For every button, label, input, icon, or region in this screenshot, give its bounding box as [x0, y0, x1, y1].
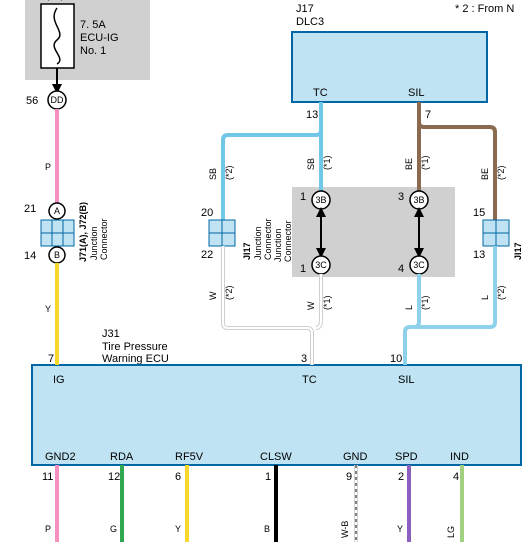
fuse-name2: No. 1 [80, 45, 106, 57]
gjc-3c-2-l: 3C [413, 260, 425, 270]
wire-w2 [316, 274, 321, 328]
wl-l-s1: (*1) [420, 295, 430, 310]
ecu-p1: 1 [265, 471, 271, 483]
j71-sub1: Junction [89, 226, 99, 260]
ji17l-p22: 22 [201, 249, 213, 261]
ecu-gnd: GND [343, 451, 368, 463]
gjc-3b-2-l: 3B [413, 195, 424, 205]
wl-be-s1: (*1) [420, 155, 430, 170]
ecu-p9: 9 [346, 471, 352, 483]
wl-p2: P [45, 524, 51, 534]
j71-sub2: Connector [99, 218, 109, 260]
ecu-p4: 4 [453, 471, 459, 483]
j17-ref: J17 [296, 3, 314, 15]
fuse-rating: 7. 5A [80, 19, 106, 31]
ecu-p11: 11 [42, 471, 53, 483]
ecu-box [32, 365, 521, 465]
gjc-p4b: 4 [398, 263, 404, 275]
wl-y2: Y [175, 524, 181, 534]
ji17r-grid [483, 220, 509, 246]
ecu-clsw: CLSW [260, 451, 292, 463]
ji17l-sub2: Connector [263, 218, 273, 260]
wl-l: L [404, 305, 414, 310]
wl-wb: W-B [340, 521, 350, 538]
j71-label: J71(A), J72(B) [78, 202, 88, 262]
ecu-rda: RDA [110, 451, 134, 463]
wl-y1: Y [45, 304, 51, 314]
j17-p7: 7 [425, 109, 431, 121]
gjc-sub1: Junction [273, 228, 283, 262]
j17-name: DLC3 [296, 16, 324, 28]
j71-letB: B [54, 250, 60, 260]
j71-letA: A [54, 206, 60, 216]
j17-sil: SIL [408, 87, 425, 99]
gjc-3b-1-l: 3B [315, 195, 326, 205]
wl-y3: Y [397, 524, 403, 534]
wl-sb2-s1: (*1) [322, 155, 332, 170]
wl-sb: SB [208, 168, 218, 180]
ji17r-label: JI17 [513, 242, 523, 260]
wl-l2-s2: (*2) [496, 285, 506, 300]
ecu-sil: SIL [398, 374, 415, 386]
pin-56: 56 [26, 95, 38, 107]
ecu-ind: IND [450, 451, 469, 463]
ecu-p12: 12 [108, 471, 120, 483]
gjc-sub2: Connector [283, 220, 293, 262]
ecu-tc: TC [302, 374, 317, 386]
wl-w-s2: (*2) [224, 285, 234, 300]
ecu-p7: 7 [48, 353, 54, 365]
ecu-gnd2: GND2 [45, 451, 76, 463]
wl-p1: P [45, 162, 51, 172]
wl-be2-s2: (*2) [496, 165, 506, 180]
fuse-name1: ECU-IG [80, 32, 119, 44]
j71-p14: 14 [24, 250, 36, 262]
wl-b: B [264, 524, 270, 534]
ji17r-p13: 13 [473, 249, 485, 261]
ecu-p3: 3 [301, 353, 307, 365]
wl-l2: L [480, 295, 490, 300]
j71-grid [41, 220, 74, 246]
j31-name1: Tire Pressure [102, 341, 168, 353]
j31-name2: Warning ECU [102, 353, 169, 365]
ecu-ig: IG [53, 374, 65, 386]
j17-p13: 13 [306, 109, 318, 121]
ji17l-grid [209, 220, 235, 246]
ecu-rf5v: RF5V [175, 451, 204, 463]
wl-g: G [110, 524, 117, 534]
j31-ref: J31 [102, 328, 120, 340]
wl-be2: BE [480, 168, 490, 180]
fuse-top-label: (IG) [46, 0, 65, 1]
wl-sb-s2: (*2) [224, 165, 234, 180]
wl-be: BE [404, 158, 414, 170]
fuse-box [41, 4, 74, 68]
ji17l-label: JI17 [242, 242, 252, 260]
ji17r-p15: 15 [473, 207, 485, 219]
j17-tc: TC [313, 87, 328, 99]
ji17l-p20: 20 [201, 207, 213, 219]
ecu-spd: SPD [395, 451, 418, 463]
gjc-3c-1-l: 3C [315, 260, 327, 270]
gjc-p1a: 1 [300, 191, 306, 203]
wl-sb2: SB [306, 158, 316, 170]
ecu-p6: 6 [175, 471, 181, 483]
note-top: * 2 : From N [455, 3, 514, 15]
ji17l-sub1: Junction [253, 226, 263, 260]
j71-p21: 21 [24, 203, 36, 215]
dd-label: DD [51, 95, 64, 105]
wl-w2-s1: (*1) [322, 295, 332, 310]
wl-lg: LG [446, 526, 456, 538]
wl-w: W [208, 291, 218, 300]
wire-l [405, 274, 419, 365]
gjc-p3a: 3 [398, 191, 404, 203]
ecu-p10: 10 [390, 353, 402, 365]
gjc-p1b: 1 [300, 263, 306, 275]
wl-w2: W [306, 301, 316, 310]
ecu-p2: 2 [398, 471, 404, 483]
